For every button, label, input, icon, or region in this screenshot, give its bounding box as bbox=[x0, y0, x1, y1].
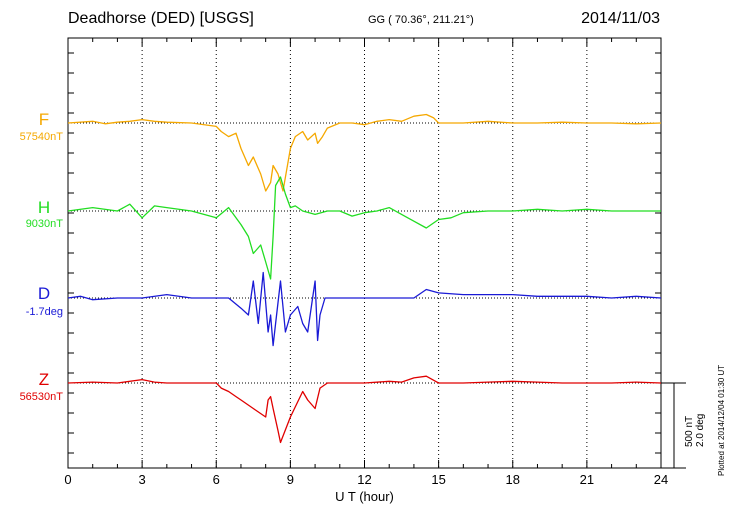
series-line-d bbox=[67, 271, 662, 347]
series-line-z bbox=[67, 375, 662, 444]
series-label-z: Z bbox=[39, 370, 49, 389]
plotted-note: Plotted at 2014/12/04 01:30 UT bbox=[717, 365, 726, 476]
scale-label: 500 nT bbox=[684, 416, 695, 447]
series-label-h: H bbox=[38, 198, 50, 217]
x-tick-label: 3 bbox=[139, 472, 146, 487]
x-tick-label: 12 bbox=[357, 472, 371, 487]
x-tick-label: 9 bbox=[287, 472, 294, 487]
x-tick-label: 21 bbox=[580, 472, 594, 487]
x-tick-label: 18 bbox=[506, 472, 520, 487]
series-label-f: F bbox=[39, 110, 49, 129]
series-baseline-h: 9030nT bbox=[26, 218, 64, 230]
series-line-h bbox=[67, 176, 661, 280]
geographic-coords: GG ( 70.36°, 211.21°) bbox=[368, 14, 474, 26]
scale-label: 2.0 deg bbox=[695, 414, 706, 447]
series-line-f bbox=[67, 113, 662, 192]
x-tick-label: 15 bbox=[431, 472, 445, 487]
series-baseline-d: -1.7deg bbox=[26, 306, 63, 318]
plot-date: 2014/11/03 bbox=[581, 10, 660, 27]
series-baseline-f: 57540nT bbox=[20, 131, 64, 143]
x-tick-label: 6 bbox=[213, 472, 220, 487]
x-axis-label: U T (hour) bbox=[335, 489, 394, 504]
series-baseline-z: 56530nT bbox=[20, 391, 64, 403]
series-label-d: D bbox=[38, 284, 50, 303]
x-tick-label: 24 bbox=[654, 472, 668, 487]
station-title: Deadhorse (DED) [USGS] bbox=[68, 10, 254, 27]
x-tick-label: 0 bbox=[64, 472, 71, 487]
